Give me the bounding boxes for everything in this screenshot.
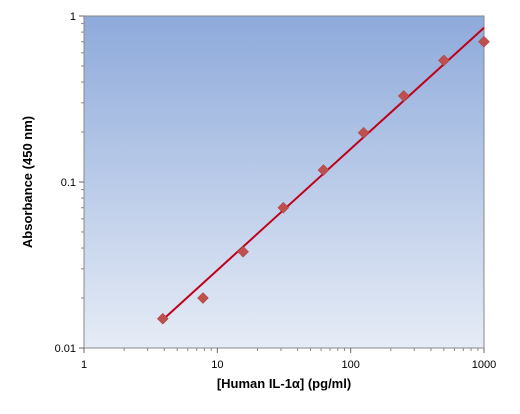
x-tick-label: 100: [341, 359, 359, 371]
data-point: [237, 245, 249, 258]
x-tick-label: 1: [81, 359, 87, 371]
plot-area: [83, 15, 485, 349]
data-point: [438, 54, 450, 67]
data-points: [156, 35, 490, 325]
axes: 1 10 100 1000 0.01 0.1 1: [55, 11, 497, 371]
data-point: [317, 164, 330, 176]
data-point: [478, 35, 490, 48]
x-tick-label: 1000: [472, 359, 496, 371]
y-tick-label: 0.1: [61, 177, 76, 189]
y-tick-label: 0.01: [55, 343, 76, 355]
x-axis-title: [Human IL-1α] (pg/ml): [217, 376, 351, 391]
y-axis-title: Absorbance (450 nm): [20, 116, 35, 248]
data-point: [277, 201, 290, 214]
data-point: [397, 90, 410, 102]
data-point: [357, 126, 370, 139]
data-point: [197, 292, 209, 304]
x-tick-label: 10: [211, 359, 223, 371]
data-point: [156, 312, 169, 325]
y-tick-label: 1: [70, 11, 76, 23]
